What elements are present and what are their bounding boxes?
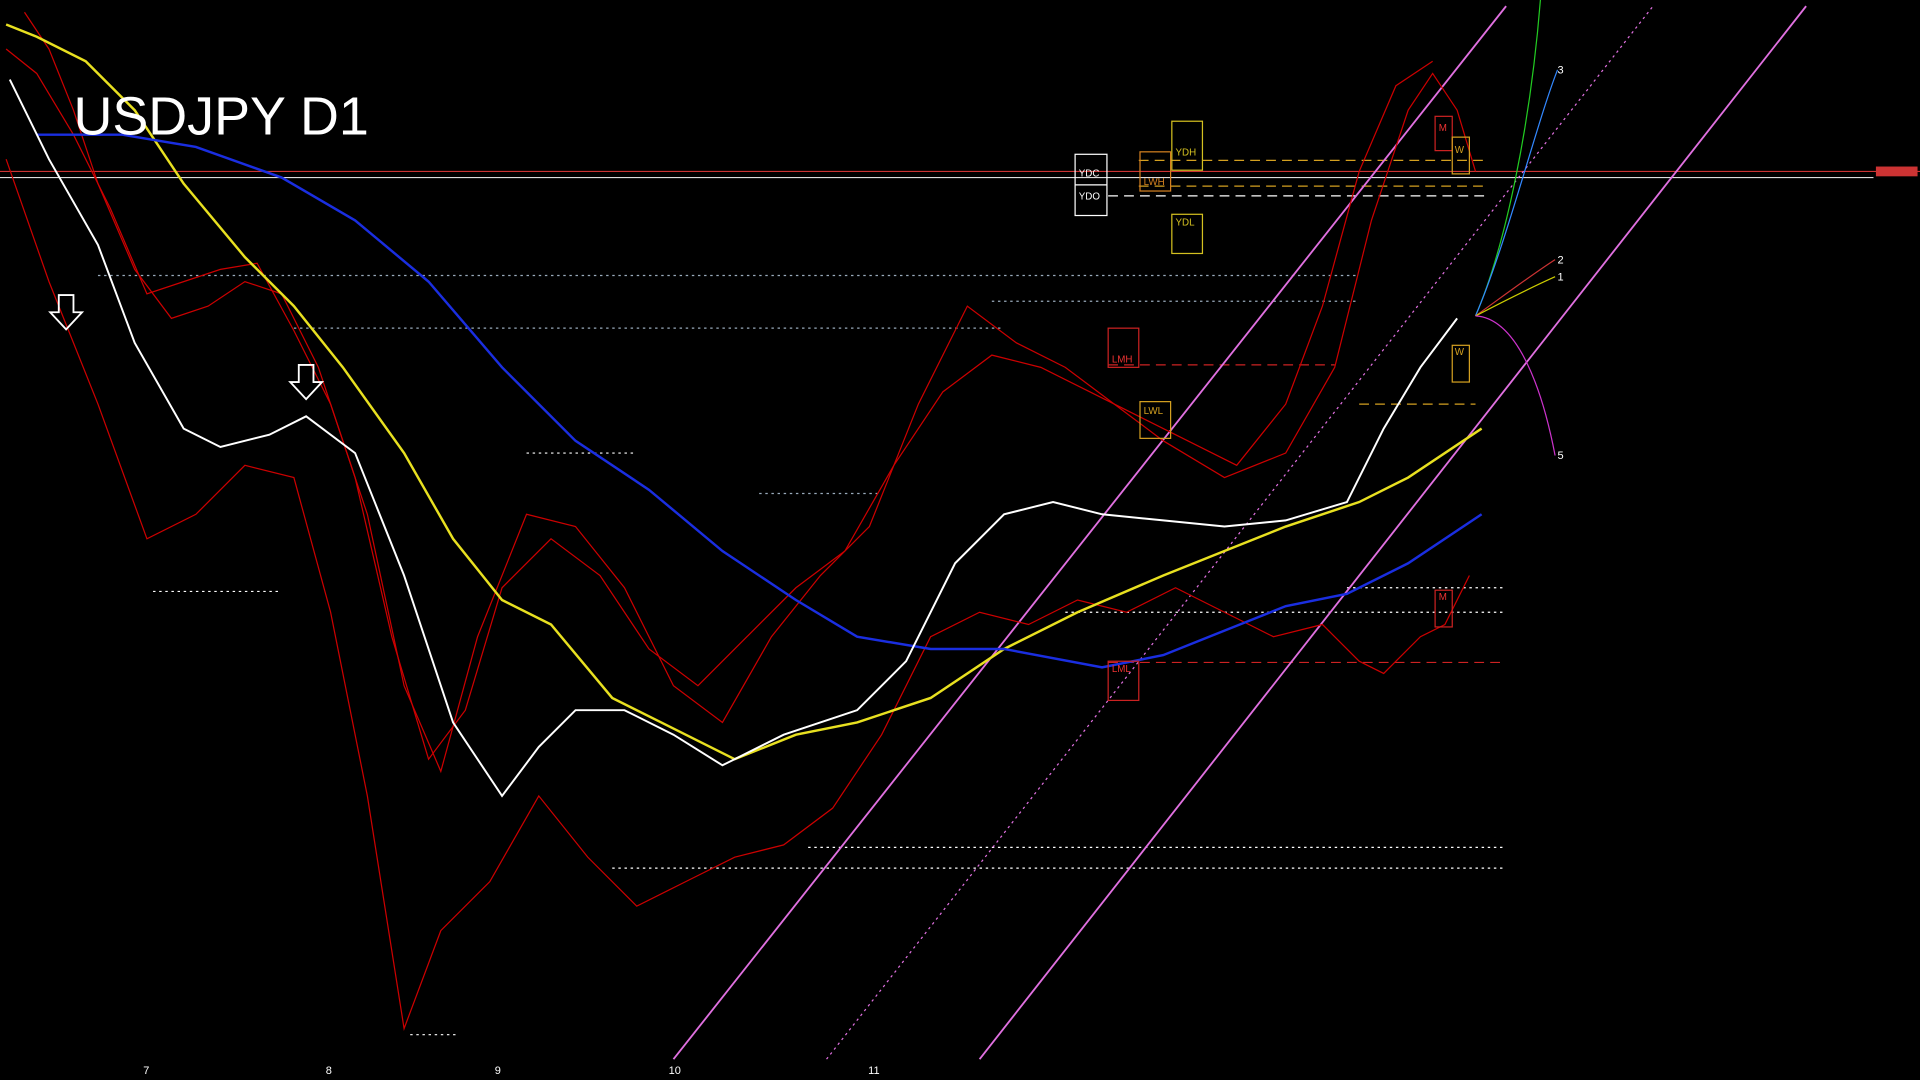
bands [5,11,1477,1031]
ma-yellow [5,23,1483,761]
channel-line [978,5,1807,1060]
ma-white [8,79,1458,798]
level-box [1139,401,1172,439]
x-label: 11 [868,1065,879,1077]
down-arrow [288,363,325,401]
level-label: LWL [1144,406,1164,417]
level-label: W [1455,145,1465,156]
projections [1474,0,1559,456]
x-label: 9 [495,1065,501,1077]
x-label: 7 [143,1065,149,1077]
x-label: 8 [326,1065,332,1077]
level-label: LMH [1112,354,1133,365]
outer-band [23,11,1433,761]
lower-band [5,158,1470,1031]
projection-label: 1 [1558,271,1564,283]
projection-label: 5 [1558,450,1564,462]
ma-blue [36,133,1483,669]
level-label: M [1439,123,1447,134]
upper-band [5,48,1477,774]
chart-title: USDJPY D1 [73,87,368,147]
down-arrow [48,294,85,331]
level-box [1171,120,1204,171]
projection-path [1475,259,1556,317]
projection-label: 2 [1558,254,1564,266]
level-label: W [1455,347,1465,358]
level-box [1171,213,1204,255]
channel-line [672,5,1507,1060]
projection-path [1475,315,1556,456]
projection-path [1474,69,1559,317]
level-label: LML [1112,664,1132,675]
level-label: YDC [1079,168,1100,179]
level-box [1451,136,1470,175]
level-box [1451,344,1470,383]
projection-label: 3 [1558,64,1564,76]
price-tag [1875,166,1918,177]
level-box [1139,151,1172,192]
projection-path [1475,276,1556,317]
level-box [1434,115,1453,152]
level-box [1107,327,1140,368]
levels [97,274,1507,1036]
day-levels [1108,159,1488,405]
level-box [1434,589,1453,628]
level-label: YDO [1079,192,1101,203]
level-box [1107,660,1140,702]
level-label: YDL [1176,217,1196,228]
level-label: YDH [1176,148,1197,159]
level-label: LWH [1144,177,1165,188]
level-label: M [1439,592,1447,603]
x-label: 10 [669,1065,681,1077]
